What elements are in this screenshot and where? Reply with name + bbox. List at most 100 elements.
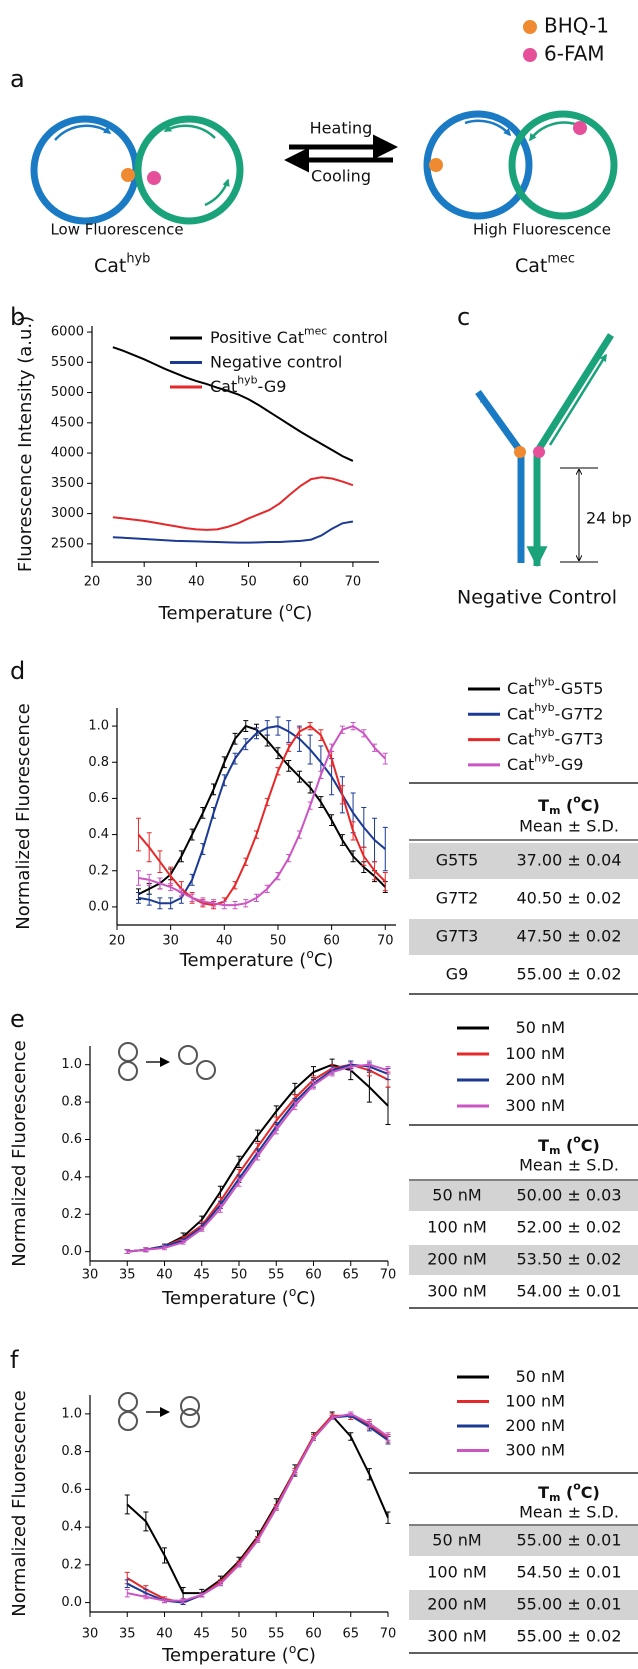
fluor-dot [573,121,587,135]
y-tick-label: 4500 [51,415,84,430]
table-subheader: Mean ± S.D. [519,1503,619,1522]
caption: Negative Control [457,587,617,609]
y-tick-label: 3000 [51,506,84,521]
table-cell: 47.50 ± 0.02 [516,927,621,946]
x-tick-label: 40 [188,575,205,590]
x-tick-label: 70 [377,934,394,949]
text-part: -G9 [257,377,286,396]
y-tick-label: 0.8 [61,1095,82,1110]
table-header: Tm (oC) [538,793,600,817]
legend-label: 50 nM [516,1367,565,1386]
ring-icon [178,1045,198,1065]
text-part: Cat [210,377,237,396]
text-part: control [327,328,388,347]
ring-icon [180,1408,200,1428]
panel-label: b [10,303,25,331]
y-tick-label: 0.4 [61,1520,82,1535]
x-tick-label: 70 [380,1627,397,1642]
y-tick-label: 6000 [51,325,84,340]
x-tick-label: 50 [231,1268,248,1283]
legend-label: Negative control [210,352,342,371]
row-shade [409,1590,638,1620]
text-part: m [549,804,560,817]
x-tick-label: 20 [109,934,126,949]
text-part: C) [581,1136,600,1155]
table-cell: G9 [446,965,469,984]
row-shade [409,1526,638,1556]
y-axis-label: Normalized Fluorescence [13,703,34,929]
y-axis-label: Fluorescence Intensity (a.u.) [15,316,36,572]
y-tick-label: 0.8 [61,1444,82,1459]
x-tick-label: 55 [268,1268,285,1283]
y-tick-label: 5500 [51,355,84,370]
table-cell: G7T3 [436,927,479,946]
series-line [112,476,354,531]
text-part: Cat [507,754,534,773]
legend-label: Positive Catmec control [210,325,388,347]
text-part: Cat [515,255,547,277]
text-part: T [538,1483,549,1502]
series-line [126,1414,389,1595]
legend-label: Cathyb-G9 [507,752,583,774]
x-tick-label: 70 [380,1268,397,1283]
text-part: hyb [237,374,257,387]
legend-label: 200 nM [505,1070,565,1089]
text-part: 300 nM [505,1096,565,1115]
x-tick-label: 45 [193,1627,210,1642]
ring-icon [118,1411,138,1431]
text-part: m [549,1491,560,1504]
green-strand [526,333,614,568]
table-cell: G5T5 [436,851,479,870]
x-tick-label: 50 [231,1627,248,1642]
y-tick-label: 1.0 [61,1406,82,1421]
text-part: 50 nM [516,1018,565,1037]
x-tick-label: 70 [345,575,362,590]
text-part: Positive Cat [210,328,304,347]
series-line [138,724,386,907]
panel-label: a [10,65,25,93]
table-cell: 300 nM [427,1282,487,1301]
x-tick-label: 40 [156,1268,173,1283]
blue-ring [423,110,533,220]
text-part: T [538,796,549,815]
text-part: ( [560,1483,573,1502]
ring-icon [196,1060,216,1080]
table-cell: 50 nM [432,1531,481,1550]
error-bar [385,1432,391,1441]
panel-label: c [457,303,470,331]
x-tick-label: 60 [305,1627,322,1642]
strand-arrow [464,119,511,137]
strand-arrow [528,121,579,142]
text-part: o [289,1641,297,1655]
x-tick-label: 60 [292,575,309,590]
series-line [112,346,354,462]
text-part: -G5T5 [554,679,603,698]
y-tick-label: 0.6 [61,1132,82,1147]
fluor-dot [533,446,545,458]
table-subheader: Mean ± S.D. [519,1156,619,1175]
text-part: o [573,1480,580,1493]
legend-dot [523,20,537,34]
text-part: C) [581,796,600,815]
text-part: Temperature ( [179,950,307,971]
series-line [126,1414,389,1604]
x-tick-label: 60 [323,934,340,949]
strand-arrow [54,124,112,141]
x-tick-label: 65 [342,1268,359,1283]
table-cell: 100 nM [427,1218,487,1237]
y-tick-label: 0.2 [88,863,109,878]
ring-icon [180,1396,200,1416]
diagram-c: 24 bp Negative Control [457,333,632,609]
y-tick-label: 1.0 [88,719,109,734]
legend-dot [523,48,537,62]
table-cell: 100 nM [427,1563,487,1582]
cooling-label: Cooling [311,167,371,186]
row-shade [409,919,638,955]
x-tick-label: 30 [136,575,153,590]
text-part: Cat [507,704,534,723]
table-cell: G7T2 [436,889,479,908]
y-tick-label: 0.4 [61,1169,82,1184]
text-part: mec [547,251,575,266]
text-part: C) [314,950,334,971]
y-tick-label: 0.2 [61,1557,82,1572]
